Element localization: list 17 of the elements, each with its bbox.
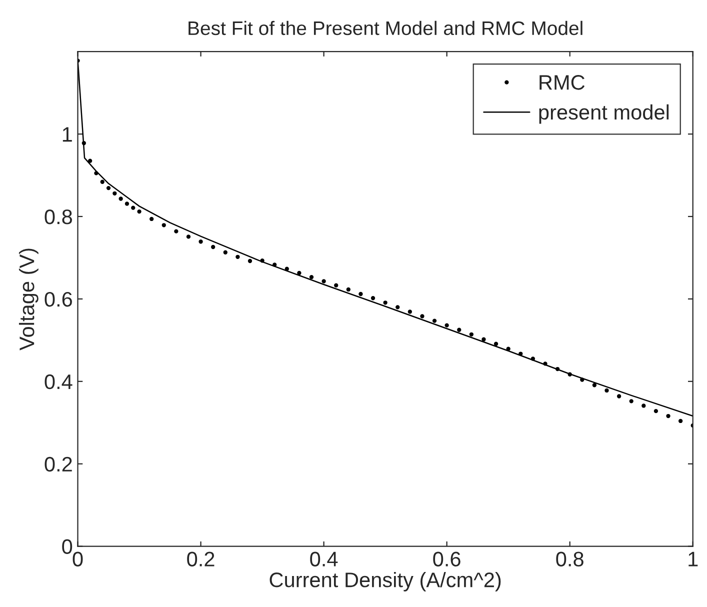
legend-label: present model [539, 104, 669, 124]
x-tick-label: 0.2 [187, 552, 214, 566]
y-axis-title: Voltage (V) [18, 248, 38, 350]
x-tick-label: 1 [688, 552, 698, 566]
x-tick-label: 0.6 [433, 552, 460, 566]
y-tick-label: 0.2 [44, 456, 72, 472]
legend-label: RMC [540, 75, 585, 90]
x-tick-label: 0.8 [556, 552, 584, 566]
x-axis-title: Current Density (A/cm^2) [270, 572, 501, 592]
x-tick-label: 0.4 [310, 552, 338, 566]
y-tick-label: 0.8 [44, 210, 72, 224]
y-tick-label: 0 [62, 539, 72, 554]
y-tick-label: 0.4 [44, 374, 72, 390]
x-tick-label: 0 [72, 552, 83, 566]
chart-title: Best Fit of the Present Model and RMC Model [188, 20, 582, 36]
y-tick-label: 1 [62, 127, 72, 142]
y-tick-label: 0.6 [44, 292, 72, 307]
